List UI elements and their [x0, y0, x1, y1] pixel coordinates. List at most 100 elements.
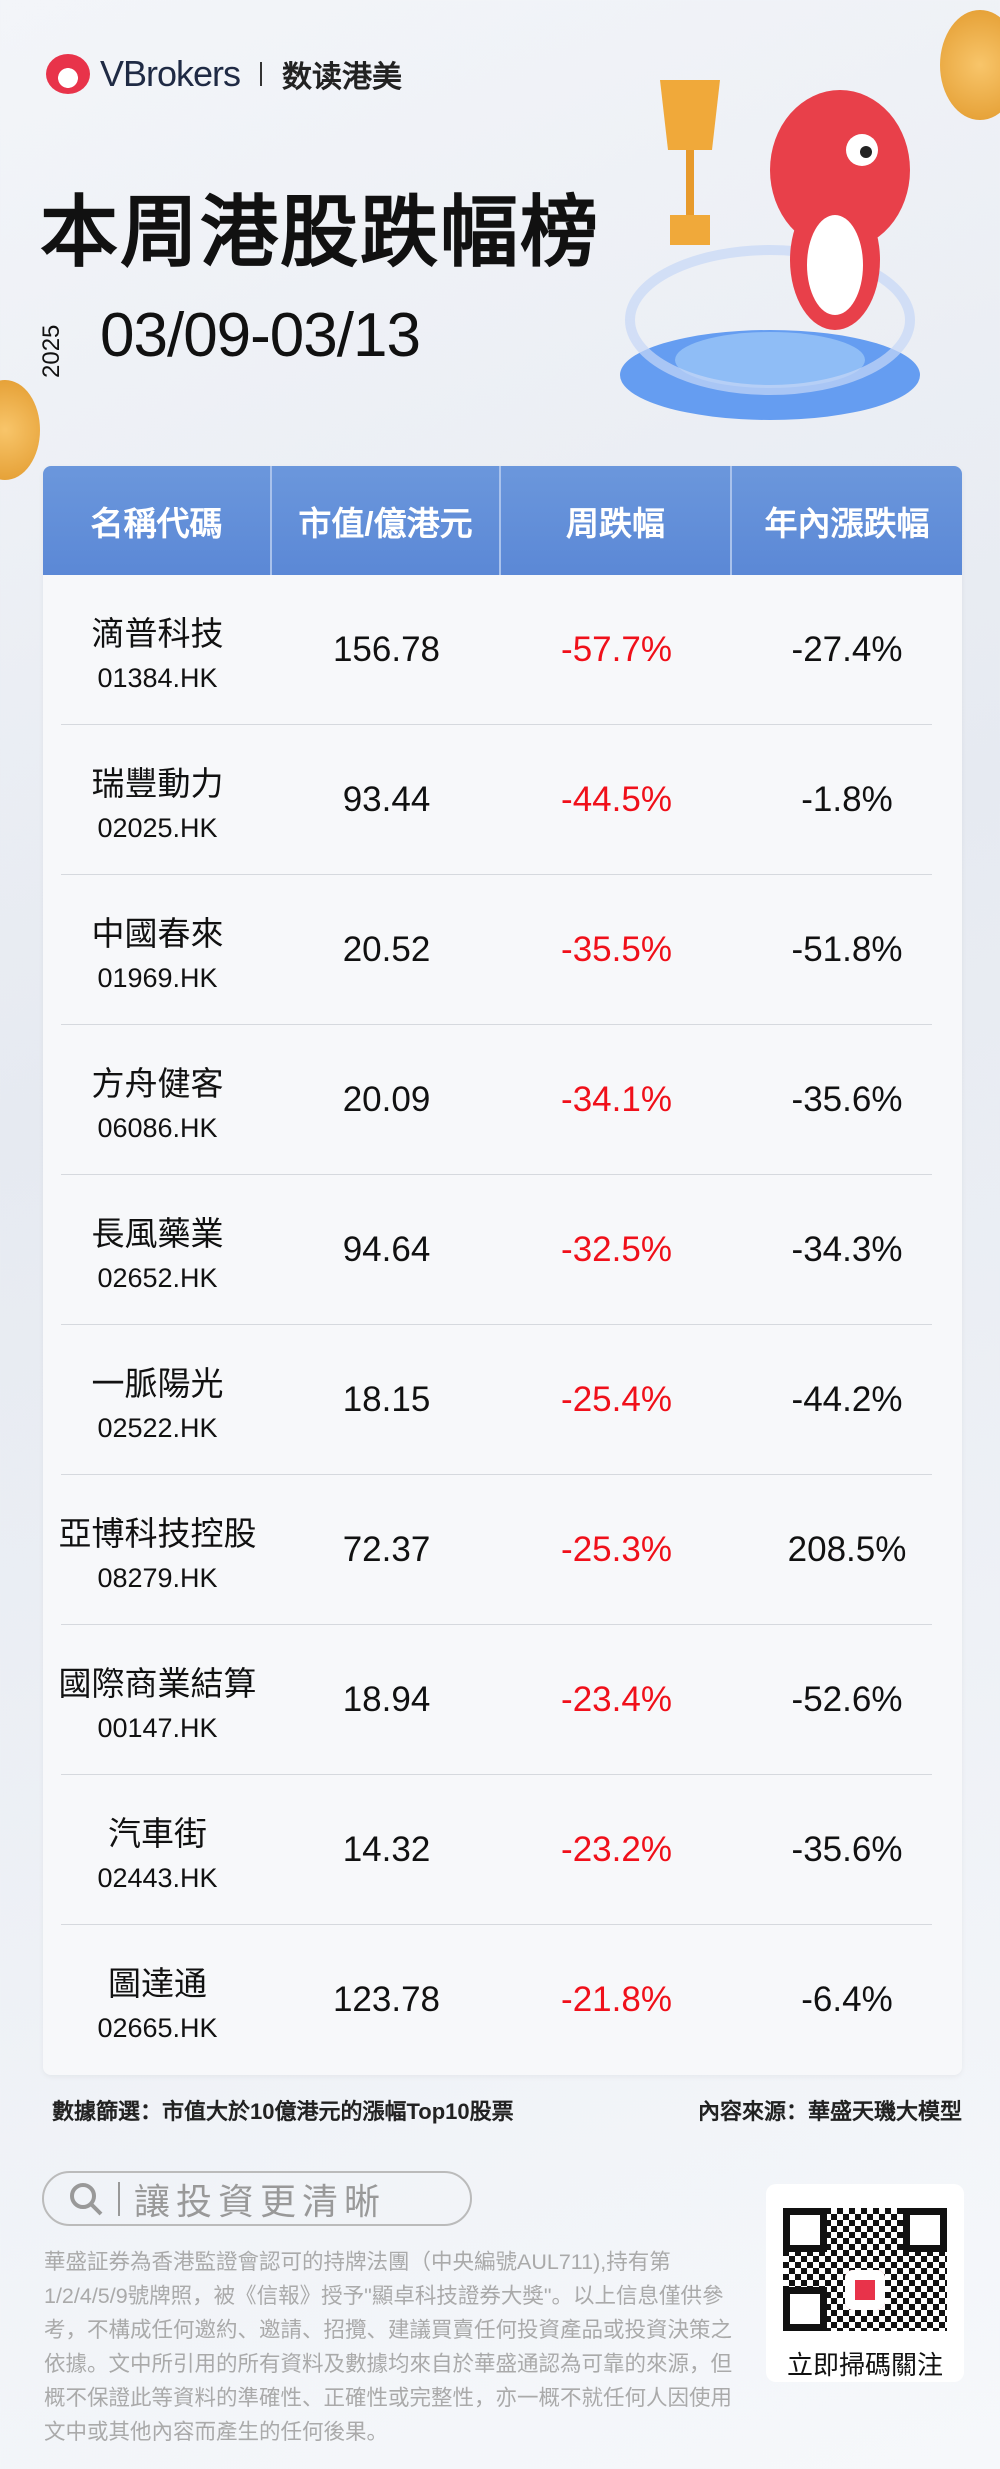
stock-name-cell: 滴普科技 01384.HK [43, 575, 272, 725]
qr-finder [783, 2208, 827, 2252]
week-change: -57.7% [561, 630, 672, 669]
decliners-table: 名稱代碼 市值/億港元 周跌幅 年內漲跌幅 滴普科技 01384.HK 156.7… [43, 466, 962, 2075]
week-change: -35.5% [561, 930, 672, 969]
ytd-change: -51.8% [791, 930, 903, 969]
stock-name-cell: 方舟健客 06086.HK [43, 1025, 272, 1175]
market-cap: 18.15 [342, 1380, 431, 1419]
stock-code: 02665.HK [97, 2012, 218, 2043]
market-cap: 93.44 [342, 780, 431, 819]
table-row: 一脈陽光 02522.HK 18.15 -25.4% -44.2% [43, 1325, 962, 1475]
divider [260, 62, 263, 86]
stock-name-cell: 一脈陽光 02522.HK [43, 1325, 272, 1475]
stock-name-cell: 汽車街 02443.HK [43, 1775, 272, 1925]
column-header-week-change: 周跌幅 [501, 466, 732, 575]
column-header-market-cap: 市值/億港元 [272, 466, 501, 575]
table-row: 方舟健客 06086.HK 20.09 -34.1% -35.6% [43, 1025, 962, 1175]
stock-code: 00147.HK [97, 1712, 218, 1743]
vbrokers-logo-icon [46, 54, 90, 94]
brand-logo: VBrokers 数读港美 [46, 52, 402, 96]
table-row: 亞博科技控股 08279.HK 72.37 -25.3% 208.5% [43, 1475, 962, 1625]
table-row: 滴普科技 01384.HK 156.78 -57.7% -27.4% [43, 575, 962, 725]
ytd-change: 208.5% [787, 1530, 907, 1569]
week-change: -21.8% [561, 1980, 672, 2019]
column-header-ytd-change: 年內漲跌幅 [764, 504, 930, 542]
ytd-change: -35.6% [791, 1830, 903, 1869]
ytd-change: -35.6% [791, 1080, 903, 1119]
table-row: 國際商業結算 00147.HK 18.94 -23.4% -52.6% [43, 1625, 962, 1775]
table-header: 名稱代碼 市值/億港元 周跌幅 年內漲跌幅 [43, 466, 962, 575]
table-row: 瑞豐動力 02025.HK 93.44 -44.5% -1.8% [43, 725, 962, 875]
stock-code: 02522.HK [97, 1412, 218, 1443]
coin-icon [0, 380, 40, 480]
qr-code-card[interactable]: 立即掃碼關注 [766, 2184, 964, 2382]
market-cap: 72.37 [342, 1530, 431, 1569]
ytd-change: -27.4% [791, 630, 903, 669]
table-body: 滴普科技 01384.HK 156.78 -57.7% -27.4% 瑞豐動力 020… [43, 575, 962, 2075]
qr-finder [903, 2208, 947, 2252]
brand-subtitle: 数读港美 [282, 61, 403, 94]
stock-code: 02025.HK [97, 812, 218, 843]
stock-name: 一脈陽光 [91, 1364, 224, 1402]
qr-code[interactable] [783, 2208, 947, 2331]
table-row: 汽車街 02443.HK 14.32 -23.2% -35.6% [43, 1775, 962, 1925]
stock-name: 長風藥業 [91, 1214, 224, 1252]
coin-icon [940, 10, 1000, 120]
market-cap: 123.78 [332, 1980, 441, 2019]
stock-name: 汽車街 [108, 1814, 207, 1852]
stock-code: 01969.HK [97, 962, 218, 993]
qr-label: 立即掃碼關注 [786, 2350, 943, 2380]
table-row: 長風藥業 02652.HK 94.64 -32.5% -34.3% [43, 1175, 962, 1325]
market-cap: 156.78 [332, 630, 441, 669]
vbrokers-logo-icon [845, 2270, 885, 2310]
page-title: 本周港股跌幅榜 [40, 188, 601, 276]
week-change: -23.2% [561, 1830, 672, 1869]
divider [118, 2181, 120, 2216]
dragon-mascot-trophy-illustration [620, 80, 920, 420]
week-change: -25.4% [561, 1380, 672, 1419]
qr-finder [783, 2287, 827, 2331]
stock-name: 圖達通 [108, 1964, 207, 2002]
market-cap: 18.94 [342, 1680, 431, 1719]
stock-name: 亞博科技控股 [58, 1514, 257, 1552]
stock-name-cell: 中國春來 01969.HK [43, 875, 272, 1025]
ytd-change: -6.4% [801, 1980, 893, 2019]
stock-name: 瑞豐動力 [91, 764, 224, 802]
week-change: -23.4% [561, 1680, 672, 1719]
stock-code: 01384.HK [97, 662, 218, 693]
content-source-note: 內容來源：華盛天璣大模型 [697, 2099, 962, 2124]
week-change: -34.1% [561, 1080, 672, 1119]
market-cap: 20.09 [342, 1080, 431, 1119]
stock-name-cell: 瑞豐動力 02025.HK [43, 725, 272, 875]
stock-name-cell: 國際商業結算 00147.HK [43, 1625, 272, 1775]
ytd-change: -52.6% [791, 1680, 903, 1719]
stock-name: 滴普科技 [91, 614, 224, 652]
week-change: -44.5% [561, 780, 672, 819]
stock-name-cell: 長風藥業 02652.HK [43, 1175, 272, 1325]
stock-name: 國際商業結算 [58, 1664, 257, 1702]
stock-code: 08279.HK [97, 1562, 218, 1593]
market-cap: 20.52 [342, 930, 431, 969]
ytd-change: -1.8% [801, 780, 893, 819]
stock-code: 02443.HK [97, 1862, 218, 1893]
stock-name: 方舟健客 [91, 1064, 224, 1102]
stock-name: 中國春來 [91, 914, 224, 952]
table-row: 中國春來 01969.HK 20.52 -35.5% -51.8% [43, 875, 962, 1025]
stock-name-cell: 圖達通 02665.HK [43, 1925, 272, 2075]
disclaimer-text: 華盛証券為香港監證會認可的持牌法團（中央編號AUL711),持有第1/2/4/5… [44, 2250, 733, 2444]
week-change: -25.3% [561, 1530, 672, 1569]
date-range: 03/09-03/13 [100, 301, 421, 370]
slogan-search-pill: 讓投資更清晰 [42, 2171, 472, 2226]
ytd-change: -34.3% [791, 1230, 903, 1269]
stock-code: 06086.HK [97, 1112, 218, 1143]
table-row: 圖達通 02665.HK 123.78 -21.8% -6.4% [43, 1925, 962, 2075]
market-cap: 14.32 [342, 1830, 431, 1869]
search-icon [70, 2182, 103, 2215]
ytd-change: -44.2% [791, 1380, 903, 1419]
stock-code: 02652.HK [97, 1262, 218, 1293]
data-filter-note: 數據篩選：市值大於10億港元的漲幅Top10股票 [52, 2099, 514, 2124]
stock-name-cell: 亞博科技控股 08279.HK [43, 1475, 272, 1625]
slogan-text: 讓投資更清晰 [134, 2180, 387, 2222]
column-header-name: 名稱代碼 [43, 466, 272, 575]
market-cap: 94.64 [342, 1230, 431, 1269]
week-change: -32.5% [561, 1230, 672, 1269]
